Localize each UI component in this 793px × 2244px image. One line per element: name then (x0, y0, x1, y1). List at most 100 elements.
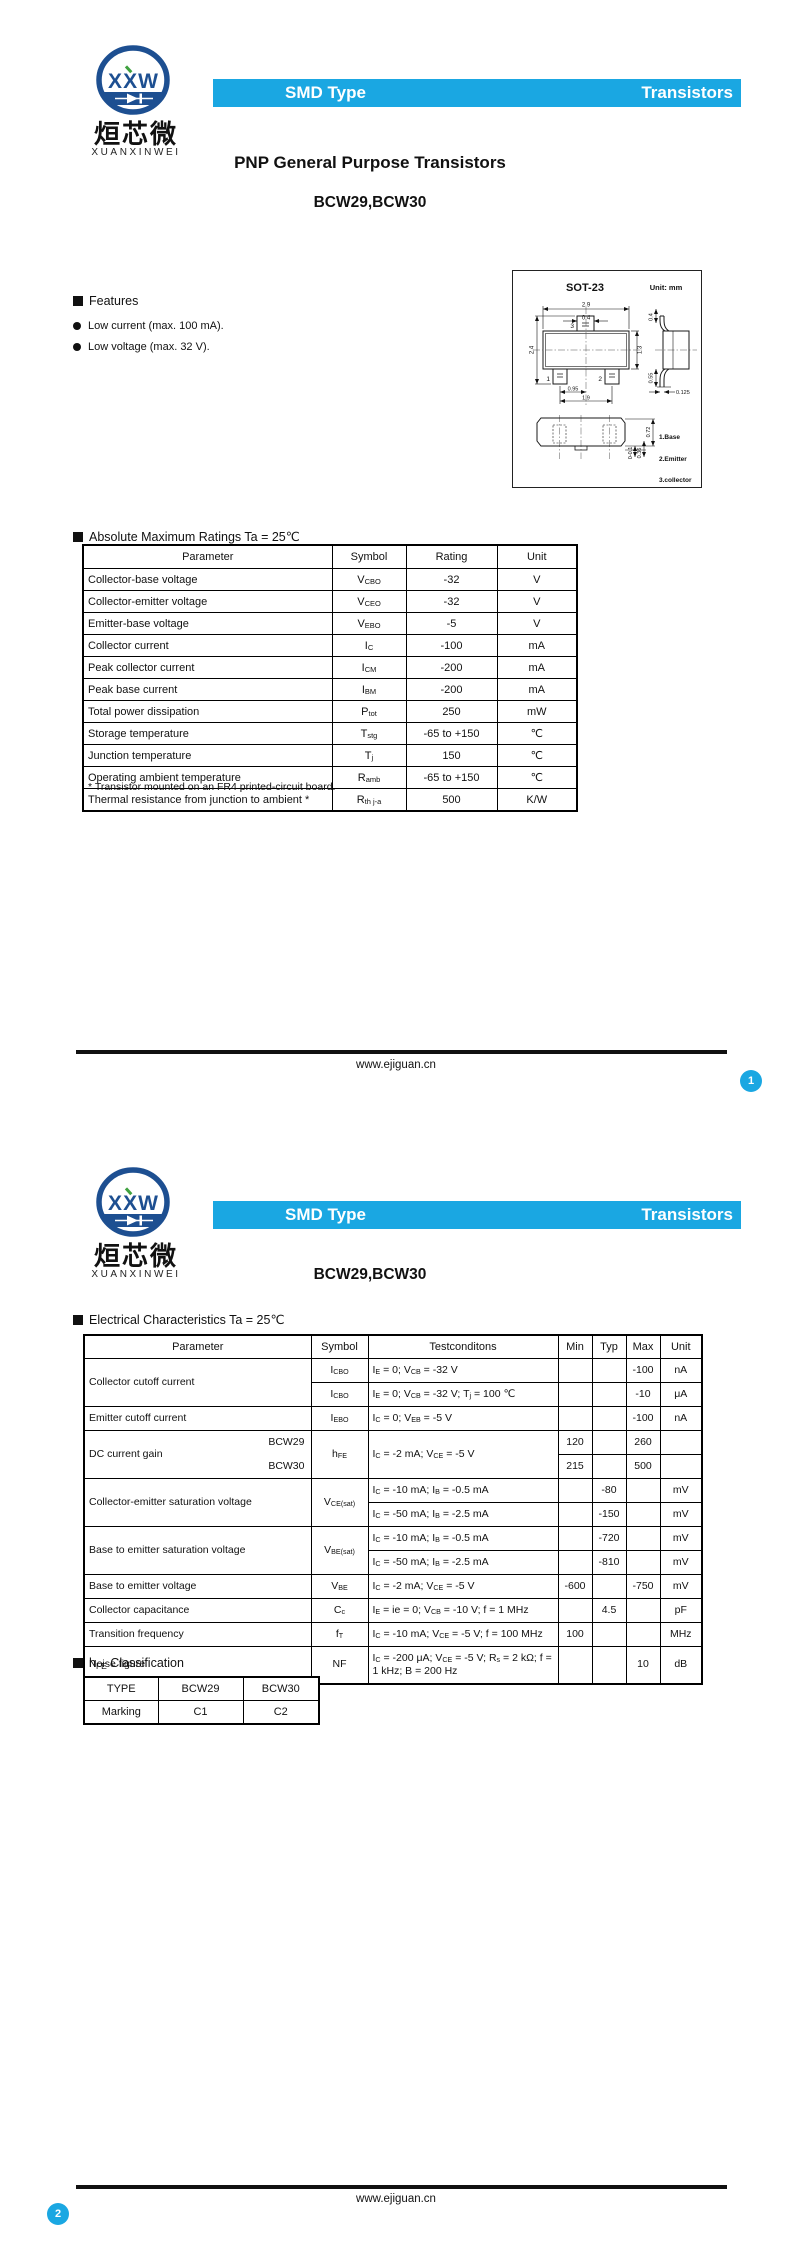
table-cell: ℃ (496, 766, 578, 789)
hfe-classification-table: TYPE BCW29 BCW30 Marking C1 C2 (83, 1676, 320, 1725)
banner-left-label: SMD Type (285, 1205, 366, 1224)
table-cell (557, 1550, 593, 1575)
table-cell (625, 1478, 661, 1503)
table-cell: ICBO (310, 1382, 369, 1407)
pkg-legend-base: 1.Base (659, 434, 680, 441)
table-cell (557, 1406, 593, 1431)
header-row: Parameter Symbol Rating Unit (82, 544, 578, 569)
table-cell: Peak base current (82, 678, 333, 701)
features-heading: Features (73, 294, 138, 308)
dim-lead-thickness: 0.125 (676, 390, 690, 396)
table-cell: nA (659, 1406, 703, 1431)
table-cell: IC = 0; VEB = -5 V (367, 1406, 559, 1431)
pin-3-label: 3 (570, 323, 574, 330)
table-row: DC current gain BCW29 BCW30 hFE IC = -2 mA; … (83, 1430, 703, 1479)
table-row: IC = -50 mA; IB = -2.5 mA -810 mV (84, 1550, 703, 1575)
pin-1-label: 1 (546, 376, 550, 383)
table-cell: 500 (625, 1454, 661, 1479)
section-square-icon (73, 1314, 83, 1325)
dim-front-lead: 0.36 (637, 448, 643, 459)
table-cell (625, 1526, 661, 1551)
page-number-badge: 2 (47, 2203, 69, 2225)
table-cell: -10 (625, 1382, 661, 1407)
table-row: Thermal resistance from junction to ambi… (82, 788, 578, 812)
table-cell: Collector-base voltage (82, 568, 333, 591)
logo-monogram: XXW (108, 70, 158, 93)
table-cell: -750 (625, 1574, 661, 1599)
table-cell: -80 (591, 1478, 627, 1503)
table-row: IC = -50 mA; IB = -2.5 mA -150 mV (84, 1502, 703, 1527)
table-cell: C1 (157, 1700, 244, 1725)
table-cell: Emitter-base voltage (82, 612, 333, 635)
table-cell (625, 1502, 661, 1527)
table-cell: mV (659, 1502, 703, 1527)
table-cell: 250 (405, 700, 498, 723)
table-cell: VBE (310, 1574, 369, 1599)
table-row: Peak collector current ICM -200 mA (82, 656, 578, 679)
table-cell: -65 to +150 (405, 722, 498, 745)
table-cell (557, 1526, 593, 1551)
table-cell: Base to emitter voltage (83, 1574, 312, 1599)
table-cell: -100 (625, 1358, 661, 1383)
brand-name-cn: 烜芯微 (93, 119, 178, 149)
brand-logo-icon: XXW (95, 45, 171, 115)
table-cell: IC = -2 mA; VCE = -5 V (367, 1574, 559, 1599)
column-header: Rating (405, 544, 498, 569)
table-cell (557, 1502, 593, 1527)
banner-right-label: Transistors (641, 1205, 733, 1224)
table-cell: Base to emitter saturation voltage (83, 1526, 312, 1575)
table-cell: 120 (557, 1430, 593, 1455)
table-cell: nA (659, 1358, 703, 1383)
table-row: Collector cutoff current ICBO IE = 0; VCB … (83, 1358, 703, 1407)
table-cell: Collector-emitter saturation voltage (83, 1478, 312, 1527)
table-cell: mV (659, 1526, 703, 1551)
table-cell: mA (496, 634, 578, 657)
table-cell: Collector capacitance (83, 1598, 312, 1623)
table-cell: mV (659, 1478, 703, 1503)
table-cell (591, 1646, 627, 1685)
table-cell: IE = 0; VCB = -32 V (367, 1358, 559, 1383)
table-row: Base to emitter voltage VBE IC = -2 mA; VC… (83, 1574, 703, 1599)
table-row: Collector capacitance Cc IE = ie = 0; VCB … (83, 1598, 703, 1623)
table-cell: -720 (591, 1526, 627, 1551)
table-cell: TYPE (83, 1676, 159, 1701)
table-cell: IBM (331, 678, 407, 701)
table-cell (557, 1646, 593, 1685)
absolute-maximum-ratings-table: Parameter Symbol Rating Unit Collector-base … (82, 544, 578, 812)
table-cell: mW (496, 700, 578, 723)
table-cell: Emitter cutoff current (83, 1406, 312, 1431)
column-header: Max (625, 1334, 661, 1359)
table-cell: IC = -50 mA; IB = -2.5 mA (367, 1502, 559, 1527)
table-cell: -65 to +150 (405, 766, 498, 789)
table-cell: IE = ie = 0; VCB = -10 V; f = 1 MHz (367, 1598, 559, 1623)
table-row: TYPE BCW29 BCW30 (83, 1676, 320, 1701)
column-header: Symbol (331, 544, 407, 569)
bullet-icon (73, 322, 81, 330)
table-cell: ICBO (310, 1358, 369, 1383)
table-cell: V (496, 590, 578, 613)
table-cell: -810 (591, 1550, 627, 1575)
table-cell (625, 1550, 661, 1575)
table-cell: Operating ambient temperature (82, 766, 333, 789)
brand-name-cn: 烜芯微 (93, 1241, 178, 1271)
table-cell: Thermal resistance from junction to ambi… (82, 788, 333, 812)
table-cell (591, 1382, 627, 1407)
column-header: Parameter (82, 544, 333, 569)
dim-pitch-full: 1.9 (582, 396, 590, 402)
table-cell (591, 1406, 627, 1431)
table-cell: 260 (625, 1430, 661, 1455)
dim-lead-bottom: 0.55 (649, 373, 655, 384)
table-row: Storage temperature Tstg -65 to +150 ℃ (82, 722, 578, 745)
table-cell: -32 (405, 568, 498, 591)
table-cell: mA (496, 678, 578, 701)
table-cell: IEBO (310, 1406, 369, 1431)
table-cell: Collector current (82, 634, 333, 657)
bullet-icon (73, 343, 81, 351)
table-cell: -5 (405, 612, 498, 635)
logo-monogram: XXW (108, 1192, 158, 1215)
table-cell: IC (331, 634, 407, 657)
table-cell: -100 (625, 1406, 661, 1431)
table-cell: 150 (405, 744, 498, 767)
table-cell: ℃ (496, 744, 578, 767)
pkg-legend-collector: 3.collector (659, 477, 692, 484)
